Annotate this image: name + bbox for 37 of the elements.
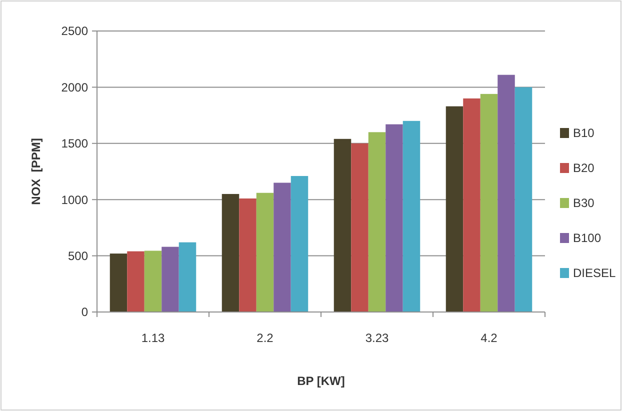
bar <box>463 98 480 312</box>
bar <box>514 87 532 312</box>
y-tick-label: 0 <box>81 305 88 320</box>
y-tick-label: 2000 <box>61 80 88 94</box>
legend-label: B20 <box>573 161 595 176</box>
y-axis-title: NOX [PPM] <box>29 138 43 205</box>
bar <box>178 242 196 312</box>
x-tick-label: 3.23 <box>365 331 389 345</box>
legend-label: B30 <box>573 196 595 210</box>
bar <box>351 143 368 312</box>
bar <box>386 124 403 312</box>
legend-label: B10 <box>573 126 595 140</box>
bar <box>256 192 274 312</box>
x-tick-label: 4.2 <box>480 331 498 345</box>
bar <box>334 138 352 312</box>
y-tick-label: 1500 <box>61 136 88 151</box>
x-axis-title: BP [KW] <box>297 374 345 388</box>
bar <box>162 246 179 312</box>
bar <box>446 106 464 312</box>
y-tick-label: 1000 <box>61 192 88 207</box>
bar <box>402 120 420 312</box>
bar <box>127 251 144 312</box>
bar <box>110 254 128 312</box>
x-tick-label: 1.13 <box>141 331 165 345</box>
bar <box>222 194 240 312</box>
bar <box>498 74 515 312</box>
y-tick-label: 2500 <box>61 24 88 38</box>
bar <box>144 250 162 312</box>
bar <box>274 182 291 312</box>
y-tick-label: 500 <box>68 249 88 263</box>
bar <box>368 132 386 312</box>
x-tick-label: 2.2 <box>256 331 274 345</box>
bar <box>239 198 256 312</box>
bar <box>480 94 498 312</box>
legend-label: DIESEL <box>573 266 616 280</box>
legend-label: B100 <box>573 231 602 246</box>
bar <box>290 176 308 312</box>
